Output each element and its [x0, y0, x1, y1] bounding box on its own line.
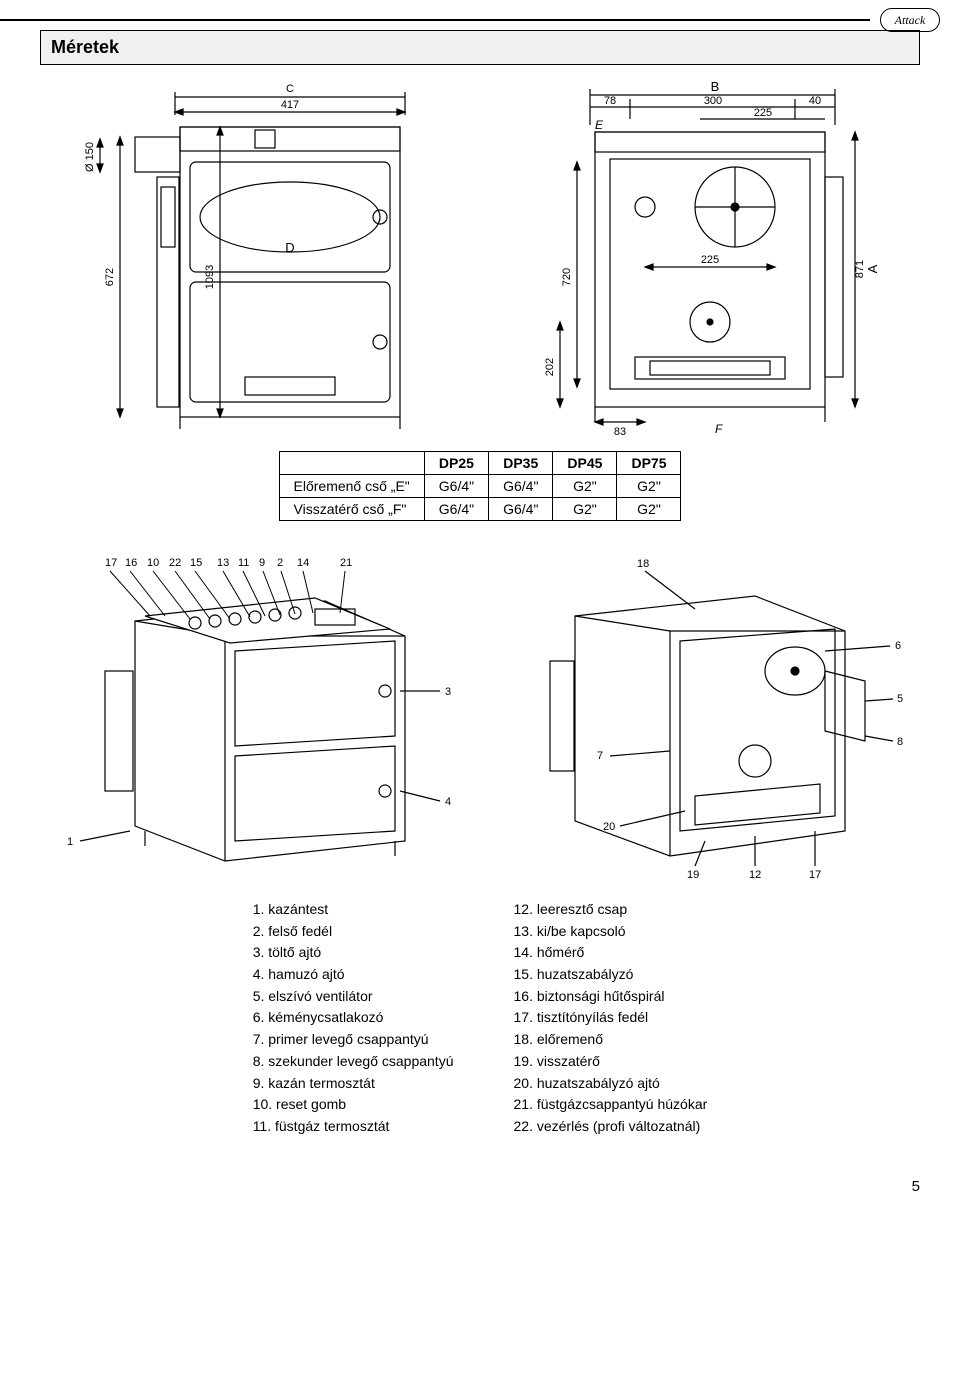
cell: G6/4" — [424, 498, 488, 521]
legend-col-1: 1. kazántest 2. felső fedél 3. töltő ajt… — [253, 899, 454, 1138]
th-dp75: DP75 — [617, 452, 681, 475]
svg-text:1093: 1093 — [204, 265, 216, 289]
svg-text:11: 11 — [238, 557, 249, 569]
legend-item: 4. hamuzó ajtó — [253, 964, 454, 986]
svg-text:9: 9 — [259, 557, 265, 569]
cell: G2" — [617, 475, 681, 498]
cell: G2" — [617, 498, 681, 521]
legend-item: 7. primer levegő csappantyú — [253, 1029, 454, 1051]
diagram-rear-view: B 78 300 40 225 E — [495, 77, 895, 437]
svg-text:2: 2 — [277, 557, 283, 569]
svg-text:20: 20 — [603, 821, 615, 833]
legend-item: 6. kéménycsatlakozó — [253, 1007, 454, 1029]
table-row: Visszatérő cső „F" G6/4" G6/4" G2" G2" — [279, 498, 681, 521]
legend-item: 11. füstgáz termosztát — [253, 1116, 454, 1138]
svg-text:720: 720 — [561, 268, 573, 286]
th-dp25: DP25 — [424, 452, 488, 475]
legend-item: 15. huzatszabályzó — [514, 964, 708, 986]
cell: G6/4" — [424, 475, 488, 498]
svg-text:12: 12 — [749, 869, 761, 881]
legend-item: 12. leeresztő csap — [514, 899, 708, 921]
row-label: Előremenő cső „E" — [279, 475, 424, 498]
brand-logo: Attack — [880, 8, 940, 32]
th-blank — [279, 452, 424, 475]
svg-text:A: A — [865, 264, 880, 273]
svg-text:19: 19 — [687, 869, 699, 881]
legend-item: 8. szekunder levegő csappantyú — [253, 1051, 454, 1073]
svg-text:7: 7 — [597, 750, 603, 762]
cell: G6/4" — [489, 498, 553, 521]
svg-text:21: 21 — [340, 557, 352, 569]
svg-text:1: 1 — [67, 836, 73, 848]
svg-text:300: 300 — [704, 95, 722, 107]
cell: G6/4" — [489, 475, 553, 498]
svg-text:4: 4 — [445, 796, 451, 808]
legend-item: 18. előremenő — [514, 1029, 708, 1051]
svg-text:5: 5 — [897, 693, 903, 705]
svg-text:F: F — [715, 422, 723, 436]
svg-text:15: 15 — [190, 557, 202, 569]
svg-text:D: D — [285, 240, 294, 255]
svg-text:202: 202 — [544, 358, 556, 376]
cell: G2" — [553, 498, 617, 521]
section-title: Méretek — [51, 37, 909, 58]
diagram-row-2: 17 16 10 22 15 13 11 9 2 14 21 3 4 1 — [40, 541, 920, 881]
legend-item: 9. kazán termosztát — [253, 1073, 454, 1095]
svg-text:E: E — [595, 118, 604, 132]
legend-item: 22. vezérlés (profi változatnál) — [514, 1116, 708, 1138]
svg-text:C: C — [286, 83, 294, 95]
legend-item: 10. reset gomb — [253, 1094, 454, 1116]
svg-text:3: 3 — [445, 686, 451, 698]
row-label: Visszatérő cső „F" — [279, 498, 424, 521]
svg-text:B: B — [711, 79, 720, 94]
legend-item: 5. elszívó ventilátor — [253, 986, 454, 1008]
th-dp45: DP45 — [553, 452, 617, 475]
page-number: 5 — [40, 1178, 920, 1195]
legend-item: 13. ki/be kapcsoló — [514, 921, 708, 943]
svg-text:417: 417 — [281, 99, 299, 111]
svg-text:6: 6 — [895, 640, 901, 652]
diagram-front-perspective: 17 16 10 22 15 13 11 9 2 14 21 3 4 1 — [45, 541, 465, 881]
svg-text:17: 17 — [809, 869, 821, 881]
svg-text:14: 14 — [297, 557, 309, 569]
legend-item: 21. füstgázcsappantyú húzókar — [514, 1094, 708, 1116]
diagram-row-1: C 417 — [40, 77, 920, 437]
svg-text:18: 18 — [637, 558, 649, 570]
svg-text:78: 78 — [604, 95, 616, 107]
header-rule — [0, 19, 870, 21]
legend-item: 1. kazántest — [253, 899, 454, 921]
section-title-box: Méretek — [40, 30, 920, 65]
legend-item: 2. felső fedél — [253, 921, 454, 943]
legend-item: 17. tisztítónyílás fedél — [514, 1007, 708, 1029]
svg-text:672: 672 — [104, 268, 116, 286]
diagram-side-view: C 417 — [65, 77, 465, 437]
diagram-rear-perspective: 18 6 5 8 7 20 19 12 17 — [495, 541, 915, 881]
table-header-row: DP25 DP35 DP45 DP75 — [279, 452, 681, 475]
legend-item: 16. biztonsági hűtőspirál — [514, 986, 708, 1008]
svg-text:17: 17 — [105, 557, 117, 569]
cell: G2" — [553, 475, 617, 498]
svg-text:225: 225 — [754, 107, 772, 119]
svg-text:16: 16 — [125, 557, 137, 569]
brand-text: Attack — [895, 13, 926, 28]
legend-col-2: 12. leeresztő csap 13. ki/be kapcsoló 14… — [514, 899, 708, 1138]
legend-item: 20. huzatszabályzó ajtó — [514, 1073, 708, 1095]
legend-item: 14. hőmérő — [514, 942, 708, 964]
legend-item: 3. töltő ajtó — [253, 942, 454, 964]
svg-text:Ø 150: Ø 150 — [84, 142, 96, 172]
svg-text:13: 13 — [217, 557, 229, 569]
th-dp35: DP35 — [489, 452, 553, 475]
legend-item: 19. visszatérő — [514, 1051, 708, 1073]
svg-text:83: 83 — [614, 426, 626, 437]
connection-table: DP25 DP35 DP45 DP75 Előremenő cső „E" G6… — [279, 451, 682, 521]
svg-text:40: 40 — [809, 95, 821, 107]
svg-text:8: 8 — [897, 736, 903, 748]
table-row: Előremenő cső „E" G6/4" G6/4" G2" G2" — [279, 475, 681, 498]
svg-text:22: 22 — [169, 557, 181, 569]
svg-text:225: 225 — [701, 254, 719, 266]
svg-text:10: 10 — [147, 557, 159, 569]
legend: 1. kazántest 2. felső fedél 3. töltő ajt… — [40, 899, 920, 1138]
